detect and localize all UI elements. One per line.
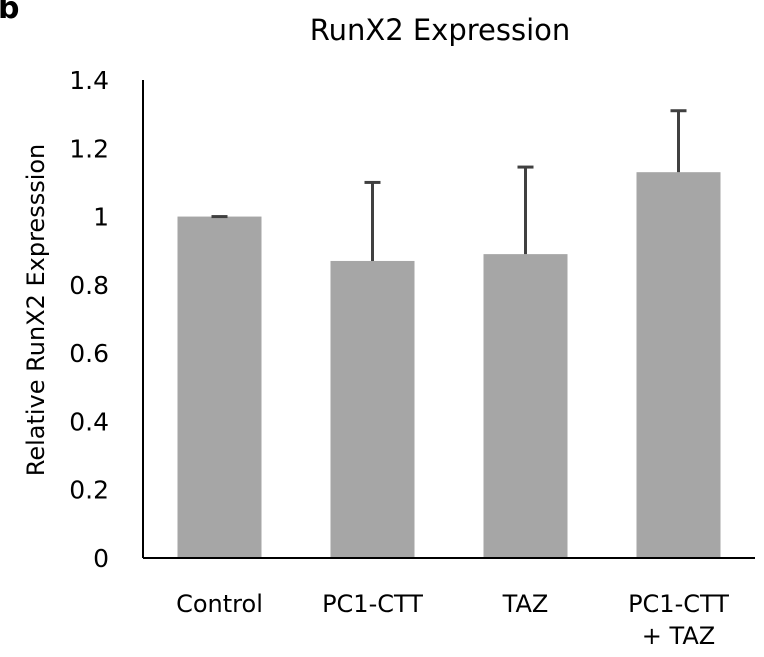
y-tick-label: 1.4 — [69, 66, 109, 95]
error-bars-layer — [211, 109, 687, 261]
y-tick-labels: 0 0.2 0.4 0.6 0.8 1 1.2 1.4 — [69, 66, 109, 573]
x-category-labels: Control PC1-CTT TAZ PC1-CTT + TAZ — [176, 590, 729, 650]
axes-layer — [142, 80, 755, 559]
y-tick-label: 1 — [93, 203, 109, 232]
bar — [177, 216, 262, 559]
y-tick-label: 0.4 — [69, 407, 109, 436]
y-axis-label: Relative RunX2 Expresssion — [22, 144, 50, 477]
y-tick-label: 0 — [93, 544, 109, 573]
bar — [483, 254, 568, 558]
y-tick-label: 1.2 — [69, 134, 109, 163]
x-category-label: PC1-CTT — [628, 590, 729, 618]
y-tick-label: 0.8 — [69, 271, 109, 300]
x-category-label: Control — [176, 590, 263, 618]
panel-letter: b — [0, 0, 19, 26]
x-category-label: TAZ — [502, 590, 549, 618]
y-tick-label: 0.2 — [69, 476, 109, 505]
bars-layer — [177, 172, 721, 559]
x-category-label: PC1-CTT — [322, 590, 423, 618]
chart-title: RunX2 Expression — [310, 13, 571, 47]
x-category-label: + TAZ — [642, 622, 715, 650]
bar — [330, 260, 415, 558]
bar — [636, 172, 721, 558]
y-tick-label: 0.6 — [69, 339, 109, 368]
